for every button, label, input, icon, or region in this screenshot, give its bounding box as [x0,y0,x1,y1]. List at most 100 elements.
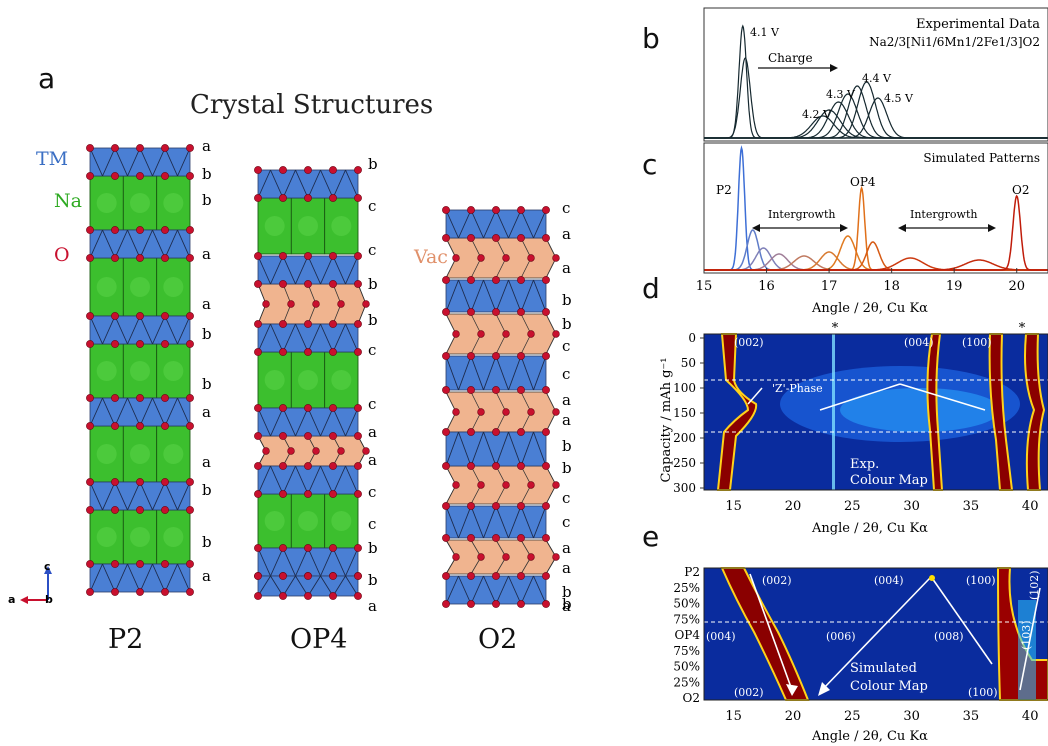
layer-letter: c [368,515,376,533]
xtick-label: 40 [1022,709,1039,724]
ytick-label: 25% [673,675,700,689]
structures-title: Crystal Structures [190,90,434,120]
heatmap-annotation: 'Z'-Phase [772,382,823,395]
ytick-label: 25% [673,581,700,595]
layer-letter: a [368,451,377,469]
xtick-label: 40 [1022,499,1039,514]
label-o2: O2 [1012,183,1029,197]
heatmap-annotation: (002) [734,686,764,699]
xtick-label: 15 [696,279,713,294]
heatmap-annotation: (103) [1020,620,1033,650]
xtick-label: 20 [785,499,802,514]
xtick-label: 30 [903,709,920,724]
heatmap-annotation: Exp. [850,457,879,472]
heatmap-annotation: (008) [934,630,964,643]
xtick-label: 15 [725,709,742,724]
label-4-5v: 4.5 V [884,92,914,105]
layer-letter: b [202,165,212,183]
layer-letter: a [368,597,377,615]
layer-letter: a [562,411,571,429]
ytick-label: 200 [673,431,696,445]
layer-letter: b [202,375,212,393]
layer-letter: b [562,595,572,613]
legend-na: Na [54,190,82,212]
heatmap-annotation: (100) [966,574,996,587]
label-4-3v: 4.3 V [826,88,856,101]
layer-letter: a [562,597,571,615]
heatmap-annotation: Colour Map [850,473,928,488]
panel-a-label: a [38,62,56,95]
xtick-label: 19 [946,279,963,294]
layer-letter: a [202,137,211,155]
ytick-label: 250 [673,456,696,470]
xtick-label: 17 [821,279,838,294]
panel-b-series [704,97,1048,139]
layer-letter: b [202,533,212,551]
layer-letter: c [562,199,570,217]
xtick-label: 30 [903,499,920,514]
ytick-label: 50 [681,356,696,370]
structure-name-p2: P2 [108,624,144,655]
layer-letter: c [562,513,570,531]
heatmap-annotation: (100) [962,336,992,349]
panel-b-formula: Na2/3[Ni1/6Mn1/2Fe1/3]O2 [869,35,1040,49]
layer-letter: a [562,259,571,277]
layer-letter: a [202,453,211,471]
layer-letter: b [368,539,378,557]
layer-letter: b [562,291,572,309]
panel-c-xticks: 15 16 17 18 19 20 [696,268,1025,294]
panel-d-heatmap: (002) (004) (100) 'Z'-Phase Exp.Colour Map [703,333,1048,491]
xtick-label: 18 [883,279,900,294]
layer-letter: a [562,225,571,243]
layer-letter: c [368,483,376,501]
layer-letter: b [562,583,572,601]
label-op4: OP4 [850,175,876,189]
xtick-label: 25 [844,709,861,724]
layer-letter: a [202,567,211,585]
panel-c-series [704,229,1048,271]
layer-letter: a [202,295,211,313]
xtick-label: 35 [963,499,980,514]
asterisk-marker: * [1019,321,1026,336]
panel-b-series [704,57,1048,139]
layer-letter: b [562,437,572,455]
heatmap-annotation: (004) [874,574,904,587]
heatmap-annotation: (102) [1028,570,1041,600]
xtick-label: 35 [963,709,980,724]
layer-letter: c [368,197,376,215]
heatmap-annotation: (002) [734,336,764,349]
panel-c-series [704,251,1048,271]
layer-letter: b [202,325,212,343]
label-4-1v: 4.1 V [750,26,780,39]
crystal-structures-drawing: abbaabbaabbabccbbccaaccbbacaabbccaabbcca… [86,137,572,615]
xtick-label: 20 [1008,279,1025,294]
ytick-label: 300 [673,481,696,495]
layer-letter: c [562,337,570,355]
layer-letter: b [562,459,572,477]
layer-letter: b [368,275,378,293]
heatmap-annotation: Colour Map [850,679,928,694]
panel-b-curves [704,24,1048,139]
panel-c-title: Simulated Patterns [923,151,1040,165]
panel-b-title: Experimental Data [916,17,1040,32]
xtick-label: 15 [725,499,742,514]
structure-name-o2: O2 [478,624,518,655]
label-charge: Charge [768,51,813,65]
layer-letter: b [202,191,212,209]
panel-b-frame [703,7,1048,142]
layer-letter: c [562,365,570,383]
legend-o: O [54,244,70,266]
panel-c-series [704,247,1048,271]
layer-letter: a [562,391,571,409]
layer-letter: a [202,245,211,263]
panel-c-series [704,194,1048,271]
heatmap-annotation: (006) [826,630,856,643]
panel-c-label: c [642,148,658,181]
panel-c-xlabel: Angle / 2θ, Cu Kα [811,301,928,316]
panel-c-curves [704,145,1048,271]
layer-letter: a [562,559,571,577]
